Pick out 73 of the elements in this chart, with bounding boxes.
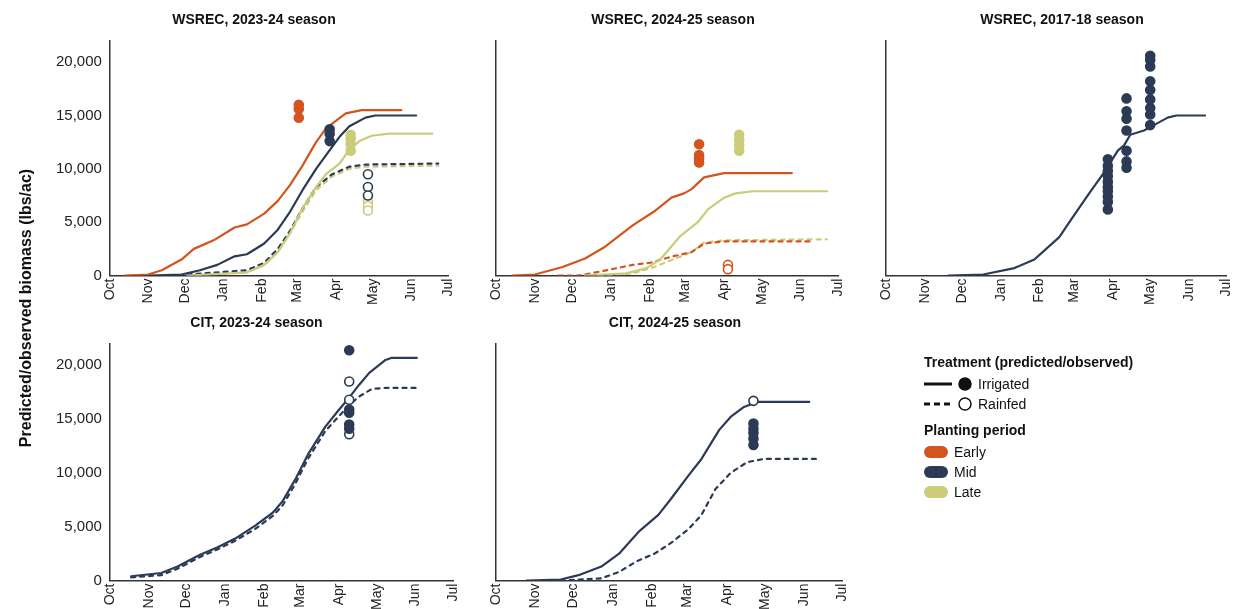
x-tick-label: Apr [326,278,343,301]
x-tick-label: May [363,278,380,305]
x-tick-label: Jul [833,583,850,602]
x-tick-label: Nov [525,278,542,304]
x-tick-label: Oct [100,583,117,606]
text: Planting period [924,422,1027,438]
x-tick-label: Oct [876,278,893,301]
x-tick-label: May [752,278,769,305]
text: Late [954,484,982,500]
x-tick-label: Jan [602,278,619,302]
x-tick-label: Oct [486,278,503,301]
text: Treatment (predicted/observed) [924,354,1135,370]
chart-title: CIT, 2024-25 season [608,314,742,331]
x-tick-label: Dec [952,278,969,304]
y-tick-label: 5,000 [64,212,102,230]
x-tick-label: Jan [991,278,1008,302]
x-tick-label: Jun [791,278,808,302]
x-tick-label: Jan [216,583,233,607]
x-tick-label: Feb [642,583,659,608]
text: Irrigated [978,376,1030,392]
y-tick-label: 5,000 [64,516,102,534]
x-tick-label: Jul [829,278,846,297]
x-tick-label: Jul [439,278,456,297]
x-tick-label: Mar [288,278,305,303]
x-tick-label: Apr [717,583,734,606]
x-tick-label: Dec [177,583,194,609]
x-tick-label: May [1141,278,1158,305]
y-axis-title: Predicted/observed biomass (lbs/ac) [17,168,35,448]
x-tick-label: Apr [715,278,732,301]
y-tick-label: 10,000 [55,158,102,176]
x-tick-label: Jun [795,583,812,607]
x-tick-label: Nov [526,583,543,609]
y-tick-label: 0 [93,265,102,283]
x-tick-label: Dec [564,583,581,609]
x-tick-label: Feb [254,583,271,608]
y-tick-label: 20,000 [55,355,102,373]
text: Rainfed [978,396,1027,412]
chart-title: CIT, 2023-24 season [190,314,323,331]
x-tick-label: Jul [444,583,461,602]
x-tick-label: Jan [214,278,231,302]
x-tick-label: Mar [676,278,693,303]
x-tick-label: Apr [1103,278,1120,301]
text: Early [954,444,986,460]
x-tick-label: Feb [1030,278,1047,303]
x-tick-label: Dec [176,278,193,304]
x-tick-label: Dec [563,278,580,304]
y-tick-label: 15,000 [55,105,102,123]
x-tick-label: May [755,583,772,609]
x-tick-label: Jun [406,583,423,607]
x-tick-label: Jul [1217,278,1234,297]
x-tick-label: Nov [139,278,156,304]
x-tick-label: Mar [678,583,695,608]
x-tick-label: Jun [402,278,419,302]
x-tick-label: Nov [915,278,932,304]
chart-title: WSREC, 2017-18 season [980,11,1144,28]
x-tick-label: Mar [1065,278,1082,303]
x-tick-label: Nov [139,583,156,609]
y-tick-label: 10,000 [55,463,102,481]
chart-title: WSREC, 2024-25 season [591,11,755,28]
x-tick-label: Jun [1179,278,1196,302]
x-tick-label: Mar [291,583,308,608]
x-tick-label: Oct [100,278,117,301]
y-tick-label: 0 [93,570,102,588]
chart-title: WSREC, 2023-24 season [172,11,336,28]
y-tick-label: 15,000 [55,409,102,427]
y-tick-label: 20,000 [55,52,102,70]
x-tick-label: Feb [252,278,269,303]
x-tick-label: Oct [486,583,503,606]
x-tick-label: May [367,583,384,609]
x-tick-label: Feb [641,278,658,303]
x-tick-label: Apr [330,583,347,606]
x-tick-label: Jan [603,583,620,607]
text: Mid [954,464,977,480]
